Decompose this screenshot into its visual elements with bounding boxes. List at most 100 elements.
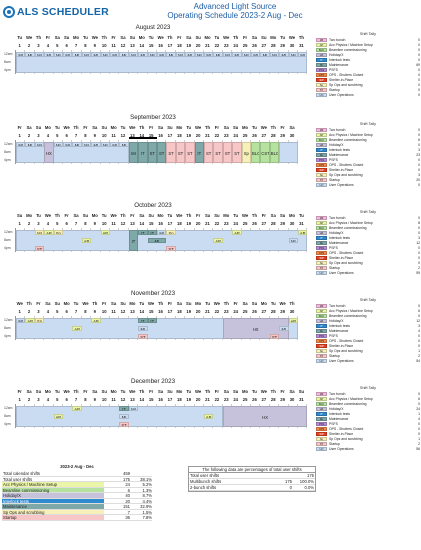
shift-block[interactable]: MI: [53, 51, 63, 57]
shift-block[interactable]: ST: [222, 141, 233, 163]
shift-block[interactable]: ST: [157, 141, 167, 163]
shift-block[interactable]: MI: [288, 237, 298, 243]
shift-block[interactable]: MI: [25, 141, 35, 147]
shift-block[interactable]: MI: [72, 51, 82, 57]
shift-block[interactable]: MI: [288, 51, 298, 57]
shift-block[interactable]: MI: [147, 51, 157, 57]
shift-block[interactable]: MI: [128, 51, 139, 57]
shift-block[interactable]: MI: [34, 229, 45, 235]
shift-block[interactable]: Sp: [53, 229, 63, 235]
shift-block[interactable]: MI: [213, 51, 223, 57]
shift-block[interactable]: AP: [25, 317, 35, 323]
shift-block[interactable]: MI: [138, 325, 148, 331]
shift-block[interactable]: Sp: [166, 229, 176, 235]
shift-block[interactable]: MI: [185, 51, 195, 57]
shift-block[interactable]: AP: [91, 317, 101, 323]
shift-block[interactable]: MI: [119, 51, 129, 57]
shift-block[interactable]: MI: [81, 51, 92, 57]
shift-block[interactable]: ST: [213, 141, 223, 163]
shift-block[interactable]: MI: [138, 51, 148, 57]
shift-block[interactable]: MI: [279, 51, 289, 57]
shift-block[interactable]: MI: [204, 51, 214, 57]
shift-block[interactable]: ST: [166, 245, 176, 251]
shift-block[interactable]: MI: [91, 141, 101, 147]
shift-block[interactable]: AP: [81, 237, 92, 243]
shift-block[interactable]: ST: [204, 141, 214, 163]
shift-block[interactable]: IT: [138, 141, 148, 163]
shift-block[interactable]: MI: [175, 51, 186, 57]
shift-block[interactable]: MI: [119, 413, 129, 419]
shift-block[interactable]: MI: [157, 229, 167, 235]
shift-block[interactable]: MI: [222, 51, 233, 57]
shift-block[interactable]: HX: [222, 405, 308, 427]
shift-block[interactable]: AP: [100, 229, 110, 235]
shift-block[interactable]: ST: [138, 333, 148, 339]
weekday-label: Sa: [54, 35, 60, 40]
shift-block[interactable]: AP: [53, 413, 63, 419]
shift-block[interactable]: MI: [110, 51, 120, 57]
shift-block[interactable]: AP: [72, 405, 82, 411]
shift-block[interactable]: MI: [194, 51, 204, 57]
shift-block[interactable]: MI: [110, 141, 120, 147]
shift-block[interactable]: MI: [260, 51, 270, 57]
shift-block[interactable]: MI: [232, 51, 242, 57]
shift-block[interactable]: MI: [63, 141, 73, 147]
shift-block[interactable]: MI: [44, 51, 54, 57]
shift-block[interactable]: MI: [16, 317, 26, 323]
summary-value: 6: [127, 487, 130, 493]
shift-block[interactable]: ST: [175, 141, 186, 163]
shift-block[interactable]: MI: [298, 51, 308, 57]
shift-block[interactable]: MI: [91, 51, 101, 57]
shift-block[interactable]: AP: [204, 413, 214, 419]
shift-block[interactable]: MI: [63, 51, 73, 57]
shift-block[interactable]: Sp: [241, 141, 251, 163]
shift-block[interactable]: MI: [166, 51, 176, 57]
shift-block[interactable]: IT: [138, 229, 148, 235]
shift-block[interactable]: IT: [138, 317, 148, 323]
shift-block[interactable]: MI: [16, 51, 26, 57]
shift-block[interactable]: AP: [232, 229, 242, 235]
shift-block[interactable]: HX: [44, 141, 54, 163]
shift-block[interactable]: MI: [72, 141, 82, 147]
shift-block[interactable]: AP: [298, 229, 308, 235]
legend-row: ST Startup 0: [316, 87, 420, 92]
shift-block[interactable]: IT: [128, 229, 139, 251]
shift-block[interactable]: AP: [213, 237, 223, 243]
shift-block[interactable]: MI: [128, 141, 139, 163]
shift-block[interactable]: IT: [147, 229, 157, 235]
shift-block[interactable]: MI: [157, 51, 167, 57]
shift-block[interactable]: AP: [288, 317, 298, 323]
shift-block[interactable]: MI: [25, 51, 35, 57]
shift-block[interactable]: BLC: [251, 141, 261, 163]
shift-block[interactable]: MI: [251, 51, 261, 57]
shift-block[interactable]: [279, 141, 298, 163]
shift-block[interactable]: AP: [44, 229, 54, 235]
shift-block[interactable]: Sp: [34, 317, 45, 323]
shift-block[interactable]: ST: [232, 141, 242, 163]
shift-block[interactable]: MI: [279, 325, 289, 331]
shift-block[interactable]: MI: [119, 141, 129, 147]
shift-block[interactable]: MI: [34, 51, 45, 57]
shift-block[interactable]: ST: [147, 141, 157, 163]
shift-block[interactable]: MI: [269, 51, 280, 57]
shift-block[interactable]: MI: [128, 405, 139, 411]
shift-block[interactable]: MI: [34, 141, 45, 147]
shift-block[interactable]: IT: [194, 141, 204, 163]
shift-block[interactable]: MI: [241, 51, 251, 57]
shift-block[interactable]: MI: [16, 141, 26, 147]
shift-block[interactable]: MI: [53, 141, 63, 147]
shift-block[interactable]: ST: [185, 141, 195, 163]
shift-block[interactable]: MI: [100, 51, 110, 57]
shift-block[interactable]: AP: [72, 325, 82, 331]
shift-block[interactable]: ST: [166, 141, 176, 163]
shift-block[interactable]: ST: [119, 421, 129, 427]
shift-block[interactable]: MI: [81, 141, 92, 147]
shift-block[interactable]: CST: [260, 141, 270, 163]
shift-block[interactable]: IT: [119, 405, 129, 411]
shift-block[interactable]: BLC: [269, 141, 280, 163]
shift-block[interactable]: ST: [34, 245, 45, 251]
shift-block[interactable]: MI: [100, 141, 110, 147]
shift-block[interactable]: MI: [147, 237, 167, 243]
shift-block[interactable]: IT: [147, 317, 157, 323]
shift-block[interactable]: ST: [269, 333, 280, 339]
